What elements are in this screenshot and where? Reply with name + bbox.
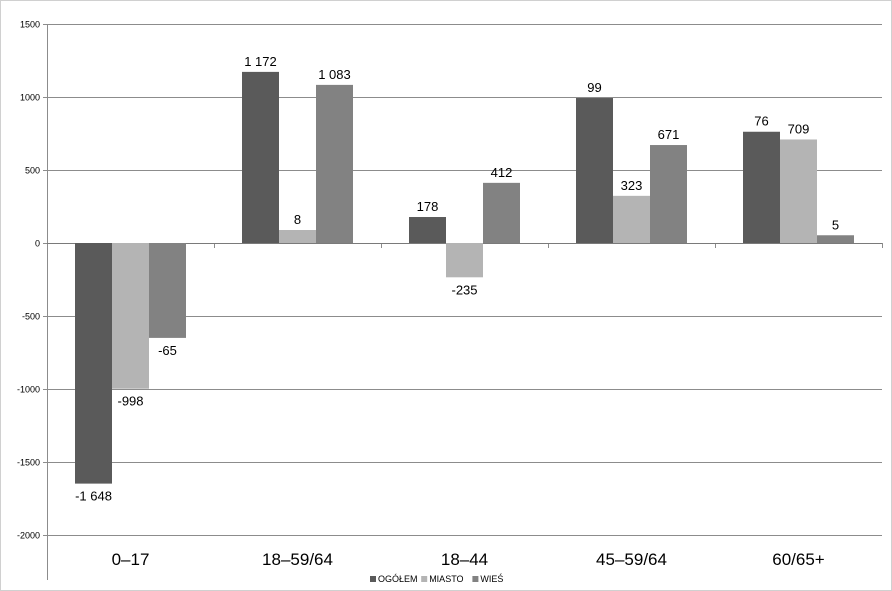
bar-og-em xyxy=(409,217,446,243)
bar-og-em xyxy=(576,98,613,243)
bar-wie- xyxy=(483,182,520,243)
data-label: -998 xyxy=(117,394,143,409)
bar-miasto xyxy=(780,139,817,243)
bar-og-em xyxy=(242,71,279,243)
data-label: 323 xyxy=(621,178,643,193)
gridlines xyxy=(47,24,882,536)
data-label: -65 xyxy=(158,343,177,358)
data-label: 5 xyxy=(832,217,839,232)
legend-swatch-wie- xyxy=(472,576,479,582)
legend: OGÓŁEM MIASTO WIEŚ xyxy=(370,573,503,584)
y-tick-label: -2000 xyxy=(17,531,40,541)
legend-swatch-miasto xyxy=(421,576,428,582)
data-label: 8 xyxy=(294,212,301,227)
data-label: 1 083 xyxy=(318,67,351,82)
data-label: 412 xyxy=(491,165,513,180)
data-label: 1 172 xyxy=(244,54,277,69)
y-tick-label: -1500 xyxy=(17,458,40,468)
y-tick-label: -500 xyxy=(22,312,40,322)
bar-miasto xyxy=(613,195,650,243)
data-label: 671 xyxy=(658,127,680,142)
bar-og-em xyxy=(743,131,780,243)
x-tick-label: 18–44 xyxy=(441,550,488,569)
data-label: 178 xyxy=(417,199,439,214)
bar-wie- xyxy=(817,235,854,243)
bar-wie- xyxy=(149,243,186,338)
bar-wie- xyxy=(316,84,353,243)
y-tick-label: 0 xyxy=(35,239,40,249)
bar-miasto xyxy=(446,243,483,278)
y-tick-label: -1000 xyxy=(17,385,40,395)
bar-miasto xyxy=(112,243,149,389)
y-tick-label: 500 xyxy=(25,166,40,176)
data-label: 709 xyxy=(788,121,810,136)
bar-og-em xyxy=(75,243,112,484)
legend-swatch-og-em xyxy=(370,576,376,582)
bars xyxy=(75,71,854,484)
x-tick-label: 60/65+ xyxy=(772,550,825,569)
bar-miasto xyxy=(279,230,316,243)
bar-wie- xyxy=(650,145,687,243)
legend-label-og-em: OGÓŁEM xyxy=(378,574,418,584)
legend-label-wie-: WIEŚ xyxy=(480,573,503,584)
data-labels: -1 648 -998 -65 1 172 8 1 083 178 -235 412 99 323 6… xyxy=(75,54,839,504)
data-label: 99 xyxy=(587,80,601,95)
x-tick-label: 0–17 xyxy=(112,550,150,569)
x-tick-label: 18–59/64 xyxy=(262,550,333,569)
legend-label-miasto: MIASTO xyxy=(429,574,463,584)
y-tick-label: 1500 xyxy=(20,20,40,30)
data-label: -1 648 xyxy=(75,489,112,504)
data-label: -235 xyxy=(451,282,477,297)
data-label: 76 xyxy=(754,114,768,129)
y-tick-label: 1000 xyxy=(20,93,40,103)
x-tick-label: 45–59/64 xyxy=(596,550,667,569)
